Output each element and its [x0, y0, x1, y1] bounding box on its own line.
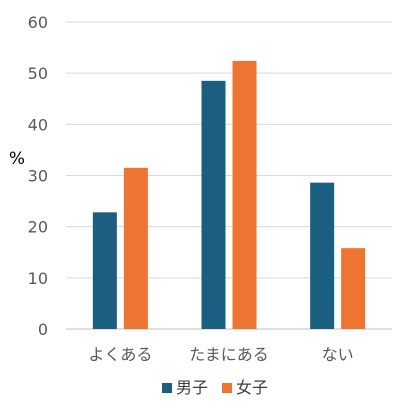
y-tick-label: 40: [28, 115, 48, 134]
legend-label: 男子: [176, 378, 208, 397]
bar-boys: [92, 212, 117, 329]
bars: [92, 60, 366, 330]
bar-girls: [232, 60, 257, 330]
y-tick-label: 0: [38, 320, 48, 339]
y-axis-ticks: 0 10 20 30 40 50 60: [28, 13, 48, 339]
y-tick-label: 60: [28, 13, 48, 32]
bar-girls: [123, 167, 148, 329]
bar-boys: [310, 182, 335, 329]
y-tick-label: 10: [28, 269, 48, 288]
y-tick-label: 30: [28, 167, 48, 186]
gridlines: [66, 21, 392, 330]
bar-girls: [341, 248, 366, 329]
x-category-label: よくある: [88, 345, 152, 364]
legend-label: 女子: [236, 378, 268, 397]
y-tick-label: 50: [28, 64, 48, 83]
legend-swatch: [222, 383, 232, 393]
y-axis-label: %: [9, 149, 25, 169]
x-category-label: たまにある: [189, 345, 269, 364]
category-labels: よくある たまにある ない: [88, 345, 353, 364]
y-tick-label: 20: [28, 218, 48, 237]
x-category-label: ない: [322, 345, 354, 364]
legend: 男子 女子: [162, 378, 268, 397]
bar-boys: [201, 80, 226, 329]
legend-swatch: [162, 383, 172, 393]
